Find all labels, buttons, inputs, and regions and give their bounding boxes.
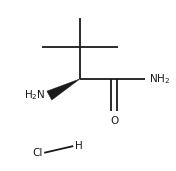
Text: Cl: Cl (32, 148, 42, 158)
Text: H$_2$N: H$_2$N (24, 89, 46, 102)
Polygon shape (47, 79, 80, 100)
Text: H: H (75, 141, 83, 151)
Text: O: O (110, 116, 118, 126)
Text: NH$_2$: NH$_2$ (149, 72, 170, 86)
